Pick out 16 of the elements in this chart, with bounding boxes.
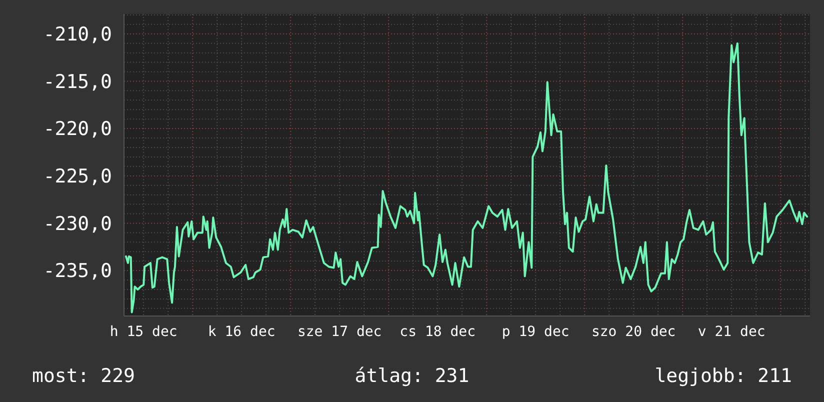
x-tick-label: szo 20 dec <box>591 324 676 340</box>
text: most: 229 <box>32 365 135 387</box>
y-tick-label: -210,0 <box>43 24 112 46</box>
y-tick-label: -225,0 <box>43 166 112 188</box>
x-tick-label: sze 17 dec <box>297 324 382 340</box>
y-tick-label: -215,0 <box>43 70 112 93</box>
x-tick-label: cs 18 dec <box>400 324 476 340</box>
x-tick-label: v 21 dec <box>698 324 766 340</box>
y-tick-label: -230,0 <box>43 212 112 235</box>
y-tick-label: -220,0 <box>43 118 112 140</box>
text: átlag: 231 <box>354 365 470 387</box>
x-tick-label: h 15 dec <box>110 324 178 340</box>
text: legjobb: 211 <box>654 365 792 387</box>
x-tick-label: k 16 dec <box>208 324 276 340</box>
x-tick-label: p 19 dec <box>502 324 570 340</box>
y-tick-label: -235,0 <box>43 260 112 282</box>
